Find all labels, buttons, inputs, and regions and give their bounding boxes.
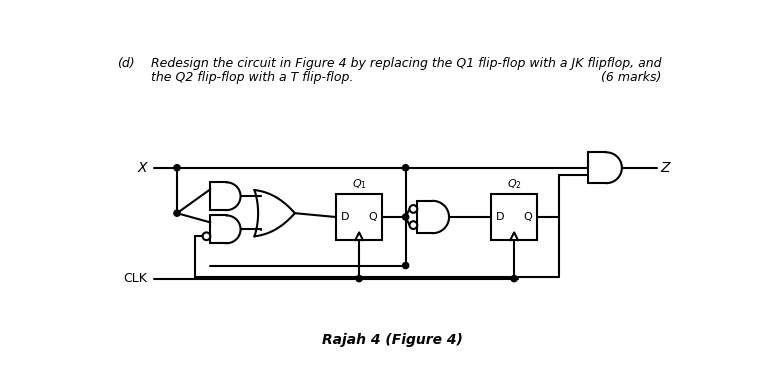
Text: the Q2 flip-flop with a T flip-flop.: the Q2 flip-flop with a T flip-flop. — [151, 71, 353, 84]
Bar — [336, 194, 382, 240]
Text: (d): (d) — [117, 57, 135, 70]
Text: CLK: CLK — [124, 272, 148, 285]
Text: Q: Q — [368, 212, 377, 222]
Circle shape — [409, 205, 417, 213]
Circle shape — [174, 210, 180, 216]
Text: Q$_1$: Q$_1$ — [352, 177, 366, 191]
Text: Z: Z — [660, 161, 669, 175]
Circle shape — [409, 221, 417, 229]
Text: Redesign the circuit in Figure 4 by replacing the Q1 flip-flop with a JK flipflo: Redesign the circuit in Figure 4 by repl… — [151, 57, 662, 70]
Circle shape — [402, 214, 409, 220]
Bar — [491, 194, 537, 240]
Circle shape — [402, 262, 409, 269]
Circle shape — [402, 165, 409, 171]
Text: Rajah 4 (Figure 4): Rajah 4 (Figure 4) — [322, 333, 463, 346]
Circle shape — [203, 232, 210, 240]
Circle shape — [511, 276, 517, 282]
Text: D: D — [496, 212, 505, 222]
Text: D: D — [341, 212, 350, 222]
Text: Q: Q — [523, 212, 532, 222]
Text: (6 marks): (6 marks) — [601, 71, 662, 84]
Circle shape — [356, 276, 362, 282]
Circle shape — [174, 165, 180, 171]
Text: X: X — [138, 161, 148, 175]
Text: Q$_2$: Q$_2$ — [506, 177, 522, 191]
